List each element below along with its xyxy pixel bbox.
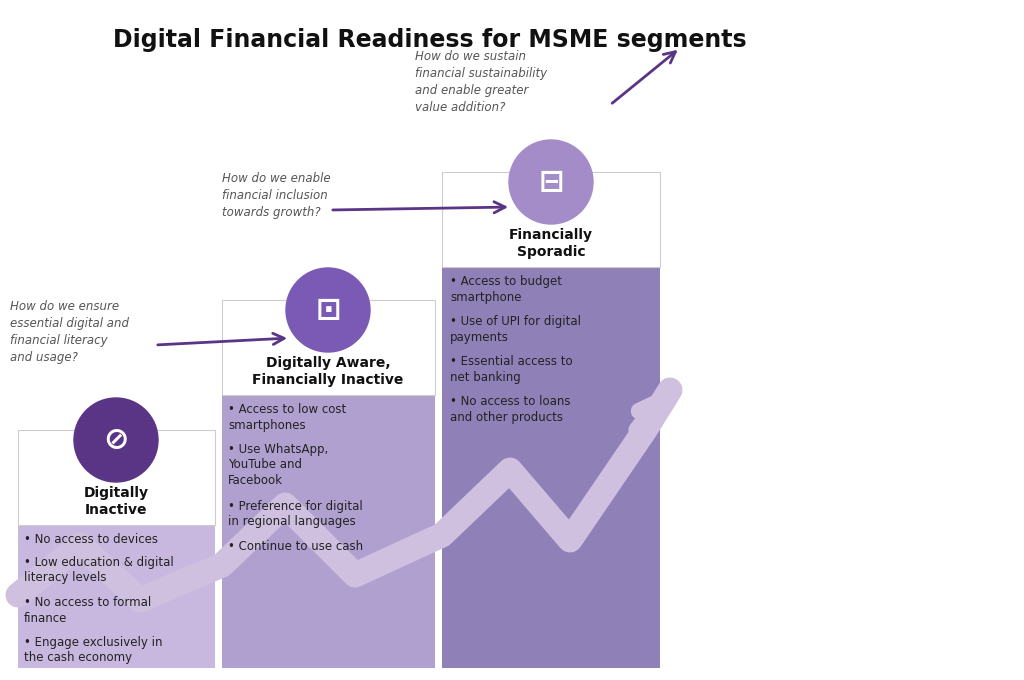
Text: ⊟: ⊟ — [539, 167, 564, 197]
Text: • Engage exclusively in
the cash economy: • Engage exclusively in the cash economy — [24, 636, 163, 664]
Text: Digitally Aware,
Financially Inactive: Digitally Aware, Financially Inactive — [252, 356, 403, 387]
Text: • Use WhatsApp,
YouTube and
Facebook: • Use WhatsApp, YouTube and Facebook — [228, 443, 329, 487]
Bar — [222, 395, 435, 668]
Bar — [442, 267, 660, 668]
Text: • Essential access to
net banking: • Essential access to net banking — [450, 355, 572, 384]
Text: • Use of UPI for digital
payments: • Use of UPI for digital payments — [450, 315, 581, 343]
Text: • Access to low cost
smartphones: • Access to low cost smartphones — [228, 403, 346, 432]
Text: ⊡: ⊡ — [315, 296, 341, 324]
Text: ⊘: ⊘ — [103, 426, 129, 454]
Text: How do we ensure
essential digital and
financial literacy
and usage?: How do we ensure essential digital and f… — [10, 300, 129, 364]
Circle shape — [286, 268, 370, 352]
Bar — [18, 430, 215, 525]
Circle shape — [74, 398, 158, 482]
Circle shape — [509, 140, 593, 224]
Text: • Preference for digital
in regional languages: • Preference for digital in regional lan… — [228, 500, 362, 528]
Text: • No access to loans
and other products: • No access to loans and other products — [450, 395, 570, 424]
Text: Digital Financial Readiness for MSME segments: Digital Financial Readiness for MSME seg… — [114, 28, 746, 52]
Text: Digitally
Inactive: Digitally Inactive — [84, 486, 148, 517]
Bar — [442, 172, 660, 267]
Text: Financially
Sporadic: Financially Sporadic — [509, 228, 593, 259]
Text: How do we sustain
financial sustainability
and enable greater
value addition?: How do we sustain financial sustainabili… — [415, 50, 547, 114]
Text: • Access to budget
smartphone: • Access to budget smartphone — [450, 275, 562, 303]
Text: • Continue to use cash: • Continue to use cash — [228, 540, 364, 553]
Bar — [222, 300, 435, 395]
Bar — [18, 525, 215, 668]
Text: • No access to formal
finance: • No access to formal finance — [24, 596, 152, 624]
Text: How do we enable
financial inclusion
towards growth?: How do we enable financial inclusion tow… — [222, 172, 331, 219]
Text: • Low education & digital
literacy levels: • Low education & digital literacy level… — [24, 556, 174, 585]
Text: • No access to devices: • No access to devices — [24, 533, 158, 546]
